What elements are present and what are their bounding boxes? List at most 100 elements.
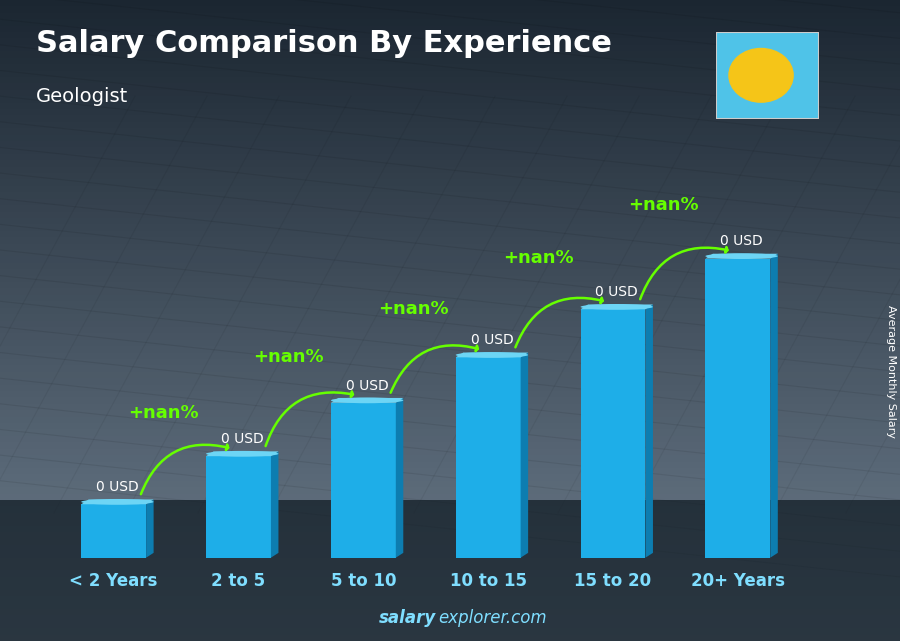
Bar	[0, 635, 900, 641]
Polygon shape	[396, 398, 403, 558]
Bar	[0, 538, 900, 545]
Bar	[0, 58, 900, 64]
Bar	[706, 258, 770, 558]
Bar	[0, 577, 900, 583]
Bar	[0, 558, 900, 564]
Bar	[0, 590, 900, 596]
Text: +nan%: +nan%	[378, 300, 448, 318]
Bar	[0, 429, 900, 436]
Bar	[0, 231, 900, 237]
Bar	[0, 410, 900, 417]
Bar	[0, 609, 900, 615]
Bar	[0, 96, 900, 103]
Bar	[0, 263, 900, 269]
Bar	[0, 109, 900, 115]
Bar	[0, 423, 900, 429]
Bar	[0, 295, 900, 301]
Bar	[0, 353, 900, 359]
Bar	[0, 45, 900, 51]
Bar	[0, 340, 900, 346]
Bar	[0, 115, 900, 122]
Bar	[0, 487, 900, 494]
Bar	[0, 519, 900, 526]
Bar	[0, 6, 900, 13]
Bar	[0, 397, 900, 404]
Bar	[0, 186, 900, 192]
Bar	[0, 359, 900, 365]
Bar	[0, 391, 900, 397]
Bar	[0, 583, 900, 590]
Bar	[0, 173, 900, 179]
Bar	[0, 218, 900, 224]
Bar	[0, 320, 900, 327]
Bar	[0, 282, 900, 288]
Bar	[0, 147, 900, 154]
Bar	[0, 615, 900, 622]
Ellipse shape	[706, 253, 778, 259]
Bar	[0, 564, 900, 570]
Polygon shape	[706, 254, 778, 258]
Bar	[0, 83, 900, 90]
Bar	[0, 122, 900, 128]
Circle shape	[729, 49, 793, 102]
Text: Geologist: Geologist	[36, 87, 128, 106]
Text: +nan%: +nan%	[253, 348, 324, 366]
Bar	[0, 103, 900, 109]
Bar	[0, 365, 900, 372]
Bar	[0, 13, 900, 19]
Polygon shape	[146, 499, 154, 558]
Bar	[0, 500, 900, 506]
Bar	[0, 481, 900, 487]
Bar	[0, 526, 900, 532]
Bar	[0, 154, 900, 160]
Bar	[0, 474, 900, 481]
Polygon shape	[271, 451, 278, 558]
Ellipse shape	[455, 352, 528, 358]
Bar	[0, 160, 900, 167]
Bar	[0, 372, 900, 378]
Bar	[0, 32, 900, 38]
Polygon shape	[770, 254, 778, 558]
Bar	[0, 628, 900, 635]
Polygon shape	[645, 304, 653, 558]
Ellipse shape	[580, 304, 653, 310]
Text: 0 USD: 0 USD	[96, 480, 139, 494]
Polygon shape	[206, 451, 278, 456]
Polygon shape	[520, 353, 528, 558]
Bar	[0, 333, 900, 340]
Bar	[0, 301, 900, 308]
Text: salary: salary	[379, 609, 436, 627]
Bar	[0, 596, 900, 603]
Text: 0 USD: 0 USD	[720, 235, 763, 249]
Bar	[0, 38, 900, 45]
Text: 0 USD: 0 USD	[471, 333, 513, 347]
Bar	[0, 179, 900, 186]
Bar	[0, 385, 900, 391]
Bar	[0, 308, 900, 314]
Bar	[0, 26, 900, 32]
Bar	[0, 513, 900, 519]
Bar	[0, 64, 900, 71]
Bar	[0, 288, 900, 295]
Bar	[0, 90, 900, 96]
Bar	[0, 449, 900, 455]
Text: +nan%: +nan%	[129, 404, 199, 422]
Bar	[0, 494, 900, 500]
Bar	[0, 269, 900, 276]
Bar	[206, 456, 271, 558]
Bar	[0, 545, 900, 551]
Text: Average Monthly Salary: Average Monthly Salary	[886, 305, 896, 438]
Polygon shape	[455, 353, 528, 357]
Bar	[81, 504, 146, 558]
Bar	[0, 551, 900, 558]
Bar	[0, 71, 900, 77]
Ellipse shape	[331, 397, 403, 403]
Bar	[0, 346, 900, 353]
Bar	[0, 436, 900, 442]
Bar	[0, 500, 900, 641]
Text: explorer.com: explorer.com	[438, 609, 547, 627]
Bar	[331, 403, 396, 558]
Text: 0 USD: 0 USD	[346, 379, 389, 392]
Bar	[0, 192, 900, 199]
Bar	[0, 199, 900, 205]
